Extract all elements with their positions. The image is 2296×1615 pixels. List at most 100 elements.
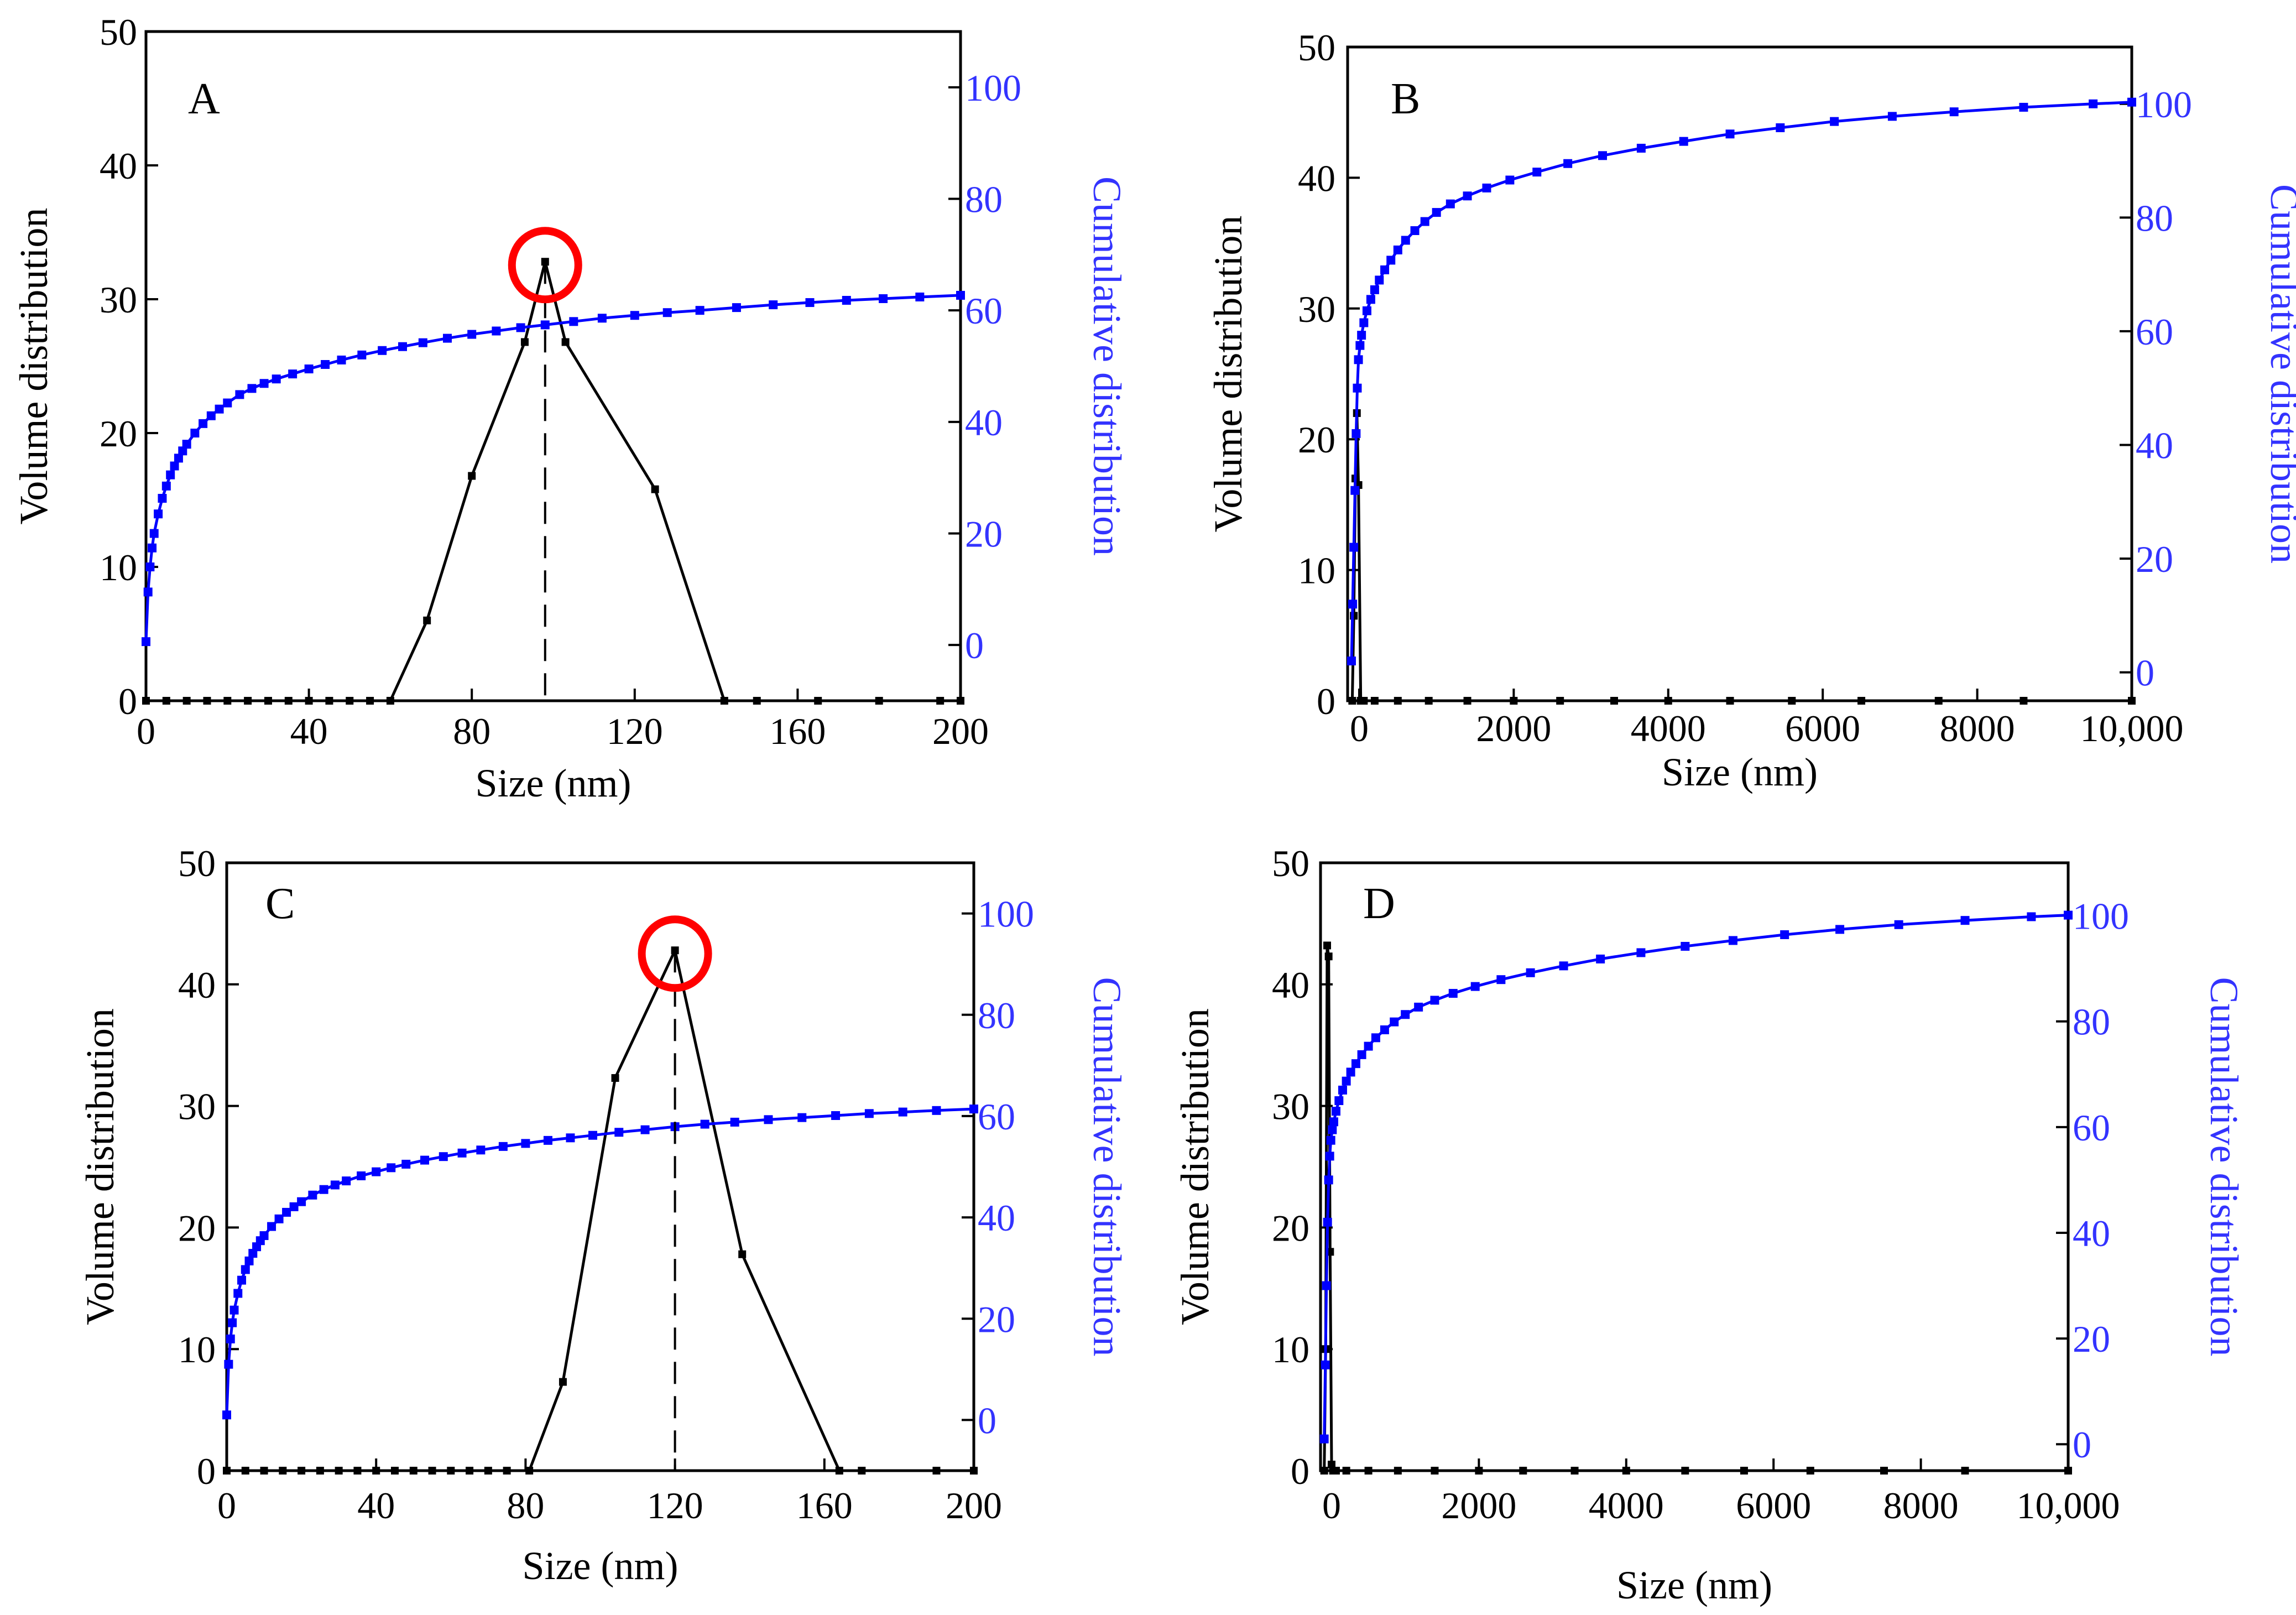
cumulative-point xyxy=(1347,657,1356,666)
volume-point xyxy=(1934,697,1943,705)
volume-point xyxy=(244,697,252,705)
cumulative-point xyxy=(969,1105,978,1114)
y-tick-label: 30 xyxy=(178,1086,216,1128)
cumulative-point xyxy=(247,384,257,393)
volume-point xyxy=(1332,1467,1340,1475)
cumulative-point xyxy=(805,298,815,308)
cumulative-point xyxy=(1393,245,1402,254)
cumulative-point xyxy=(297,1197,306,1206)
cumulative-point xyxy=(170,461,179,471)
cumulative-point xyxy=(233,1289,243,1298)
y2-tick-label: 80 xyxy=(978,994,1015,1036)
cumulative-point xyxy=(915,292,925,301)
volume-point xyxy=(957,697,964,705)
y2-tick-label: 40 xyxy=(2073,1212,2110,1254)
cumulative-point xyxy=(223,398,232,408)
cumulative-distribution-line xyxy=(1350,101,2132,661)
volume-point xyxy=(1556,697,1564,705)
volume-point xyxy=(835,1467,843,1475)
cumulative-point xyxy=(732,303,741,312)
x-tick-label: 6000 xyxy=(1736,1484,1811,1527)
y2-tick-label: 80 xyxy=(965,179,1003,221)
volume-point xyxy=(1394,1467,1402,1475)
cumulative-point xyxy=(1338,1085,1347,1095)
volume-point xyxy=(1324,952,1333,961)
y2-tick-label: 40 xyxy=(978,1197,1015,1239)
cumulative-point xyxy=(1364,1041,1373,1051)
x-axis-title: Size (nm) xyxy=(1616,1563,1772,1607)
cumulative-point xyxy=(229,1305,239,1315)
cumulative-point xyxy=(1887,112,1897,121)
cumulative-point xyxy=(1390,1017,1399,1027)
cumulative-point xyxy=(418,338,427,347)
volume-point xyxy=(241,1467,249,1475)
cumulative-point xyxy=(387,1163,396,1173)
y2-tick-label: 60 xyxy=(965,290,1003,332)
cumulative-point xyxy=(597,314,607,323)
volume-point xyxy=(223,697,232,705)
cumulative-point xyxy=(730,1117,739,1127)
volume-point xyxy=(2020,697,2028,705)
cumulative-point xyxy=(1728,936,1737,945)
volume-point xyxy=(1320,1467,1328,1475)
y-tick-label: 20 xyxy=(178,1207,216,1249)
cumulative-point xyxy=(540,320,550,330)
cumulative-point xyxy=(2027,912,2036,921)
cumulative-point xyxy=(2019,102,2028,112)
cumulative-point xyxy=(498,1142,508,1151)
volume-point xyxy=(447,1467,455,1475)
x-tick-label: 80 xyxy=(453,710,490,752)
cumulative-point xyxy=(457,1148,467,1158)
volume-point xyxy=(651,485,659,493)
cumulative-point xyxy=(1351,1059,1360,1069)
cumulative-point xyxy=(1448,989,1458,998)
peak-highlight-circle xyxy=(638,915,712,992)
volume-point xyxy=(753,697,761,705)
y-tick-label: 50 xyxy=(178,842,216,884)
x-tick-label: 10,000 xyxy=(2017,1484,2120,1527)
cumulative-point xyxy=(1532,168,1542,177)
volume-point xyxy=(386,697,394,705)
volume-point xyxy=(1880,1467,1888,1475)
cumulative-point xyxy=(1401,1010,1410,1019)
y-axis-title: Volume distribution xyxy=(1173,1008,1217,1325)
cumulative-point xyxy=(1331,1107,1340,1116)
cumulative-point xyxy=(154,509,163,519)
volume-point xyxy=(561,338,570,346)
volume-point xyxy=(1370,697,1379,705)
volume-point xyxy=(1327,1461,1335,1469)
volume-point xyxy=(720,697,728,705)
volume-point xyxy=(428,1467,436,1475)
cumulative-point xyxy=(1432,208,1441,217)
cumulative-point xyxy=(398,342,407,351)
volume-point xyxy=(366,697,374,705)
x-tick-label: 6000 xyxy=(1785,707,1860,749)
cumulative-point xyxy=(797,1113,807,1122)
y2-tick-label: 0 xyxy=(2136,652,2154,694)
chart-panel-b: 0 2000 4000 6000 8000 10,000 0 10 20 30 40 50 0 20 40 6… xyxy=(1206,27,2296,794)
y-tick-label: 50 xyxy=(1272,842,1309,884)
y-tick-label: 0 xyxy=(1291,1450,1309,1492)
y2-axis-title: Cumulative distribution xyxy=(1085,977,1129,1357)
volume-point xyxy=(1519,1467,1527,1475)
plot-frame xyxy=(1346,45,2133,702)
x-tick-label: 8000 xyxy=(1940,707,2015,749)
volume-point xyxy=(1961,1467,1969,1475)
x-axis-title: Size (nm) xyxy=(1662,750,1818,794)
volume-distribution-line xyxy=(227,949,974,1472)
cumulative-point xyxy=(1776,123,1785,132)
cumulative-point xyxy=(319,1185,328,1194)
volume-point xyxy=(1360,697,1368,705)
cumulative-point xyxy=(199,419,208,428)
cumulative-point xyxy=(1496,975,1506,984)
cumulative-point xyxy=(640,1125,650,1134)
cumulative-point xyxy=(259,1231,269,1241)
volume-point xyxy=(814,697,822,705)
volume-point xyxy=(305,697,313,705)
cumulative-point xyxy=(1357,331,1366,340)
cumulative-point xyxy=(259,379,269,388)
cumulative-distribution-line xyxy=(225,1107,974,1415)
volume-point xyxy=(1857,697,1866,705)
cumulative-point xyxy=(288,369,298,379)
